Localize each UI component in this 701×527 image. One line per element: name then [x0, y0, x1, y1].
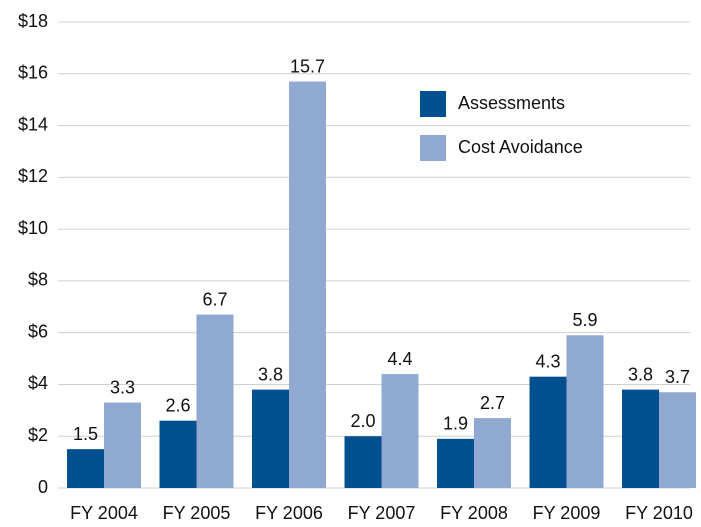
bar: [622, 389, 659, 488]
bar: [474, 418, 511, 488]
data-label: 4.3: [535, 351, 560, 371]
data-label: 3.3: [110, 377, 135, 397]
data-label: 2.7: [480, 393, 505, 413]
bar: [196, 314, 234, 488]
bar: [529, 376, 567, 488]
y-tick-label: 0: [38, 477, 48, 497]
y-tick-label: $8: [28, 270, 48, 290]
bar: [566, 335, 604, 488]
y-tick-label: $10: [18, 218, 48, 238]
legend-label: Assessments: [458, 93, 565, 113]
bar: [67, 449, 104, 488]
bar: [659, 392, 696, 488]
bar: [437, 438, 474, 488]
x-tick-label: FY 2010: [625, 503, 693, 523]
y-tick-label: $18: [18, 11, 48, 31]
data-label: 1.9: [443, 414, 468, 434]
data-label: 2.0: [350, 411, 375, 431]
data-label: 3.8: [258, 364, 283, 384]
bar: [289, 81, 326, 489]
y-tick-label: $14: [18, 114, 48, 134]
x-tick-label: FY 2006: [255, 503, 323, 523]
x-tick-label: FY 2005: [163, 503, 231, 523]
y-tick-label: $16: [18, 63, 48, 83]
data-label: 3.8: [628, 364, 653, 384]
bar: [381, 374, 419, 488]
y-tick-label: $2: [28, 425, 48, 445]
data-label: 15.7: [290, 56, 325, 76]
legend-label: Cost Avoidance: [458, 137, 583, 157]
legend-swatch: [420, 91, 446, 117]
data-label: 3.7: [665, 367, 690, 387]
data-label: 5.9: [572, 310, 597, 330]
bar: [344, 436, 382, 488]
x-tick-label: FY 2007: [348, 503, 416, 523]
y-tick-label: $6: [28, 321, 48, 341]
data-label: 6.7: [202, 289, 227, 309]
legend-swatch: [420, 135, 446, 161]
y-tick-label: $4: [28, 373, 48, 393]
bar: [159, 420, 197, 488]
bar: [252, 389, 289, 488]
bar: [104, 402, 141, 488]
x-tick-label: FY 2008: [440, 503, 508, 523]
x-tick-label: FY 2009: [533, 503, 601, 523]
data-label: 2.6: [165, 395, 190, 415]
y-tick-label: $12: [18, 166, 48, 186]
x-tick-label: FY 2004: [70, 503, 138, 523]
data-label: 1.5: [73, 424, 98, 444]
data-label: 4.4: [387, 349, 412, 369]
